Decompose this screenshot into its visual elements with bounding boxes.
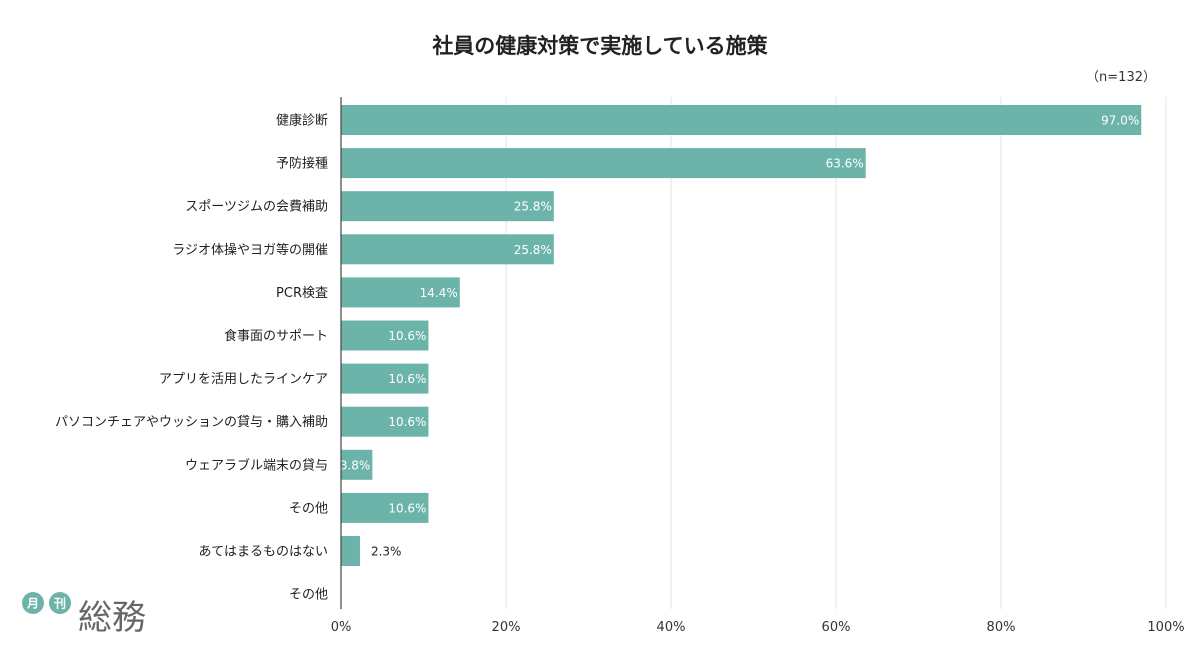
category-label: パソコンチェアやウッションの貸与・購入補助	[55, 414, 328, 430]
data-label: 10.6%	[388, 415, 426, 429]
logo-badge-1	[22, 592, 44, 614]
bar	[341, 406, 429, 437]
category-label: 予防接種	[276, 156, 328, 172]
category-label: 食事面のサポート	[224, 328, 328, 344]
bar	[341, 234, 554, 265]
category-label: アプリを活用したラインケア	[159, 372, 328, 387]
data-label: 10.6%	[388, 372, 426, 386]
x-tick-label: 0%	[331, 620, 352, 635]
logo-text: 総務	[78, 598, 146, 635]
data-label: 3.8%	[340, 458, 371, 472]
logo-badge-2-text: 刊	[54, 597, 66, 611]
category-label: 健康診断	[276, 113, 328, 129]
x-tick-label: 60%	[822, 620, 851, 635]
category-label: PCR検査	[276, 286, 328, 301]
data-label: 10.6%	[388, 329, 426, 343]
category-label: その他	[289, 501, 328, 516]
data-label: 25.8%	[514, 200, 552, 214]
chart-title: 社員の健康対策で実施している施策	[432, 34, 768, 58]
x-tick-label: 40%	[657, 620, 686, 635]
x-tick-label: 20%	[492, 620, 521, 635]
category-label: あてはまるものはない	[199, 545, 328, 560]
category-label: ウェアラブル端末の貸与	[185, 457, 328, 473]
data-label: 63.6%	[826, 157, 864, 171]
x-tick-label: 100%	[1147, 620, 1184, 635]
logo-badge-1-text: 月	[26, 597, 39, 611]
bar	[341, 191, 554, 222]
bar	[341, 277, 460, 308]
bar	[341, 105, 1142, 135]
bar	[341, 363, 429, 394]
sample-size-note: （n=132）	[1086, 70, 1156, 85]
bar	[341, 449, 373, 480]
logo-badge-2	[49, 592, 71, 614]
bar	[341, 320, 429, 351]
bar	[341, 148, 866, 179]
data-label: 10.6%	[388, 501, 426, 515]
category-label: ラジオ体操やヨガ等の開催	[172, 242, 328, 258]
data-label: 2.3%	[371, 545, 402, 559]
monthly-soumu-logo: 月 刊 総務	[22, 592, 146, 635]
category-label: スポーツジムの会費補助	[185, 200, 328, 215]
category-label: その他	[289, 588, 328, 603]
bar	[341, 492, 429, 523]
data-label: 14.4%	[420, 286, 458, 300]
data-label: 97.0%	[1101, 114, 1139, 128]
data-label: 25.8%	[514, 243, 552, 257]
bar	[341, 536, 360, 566]
x-tick-label: 80%	[987, 620, 1016, 635]
